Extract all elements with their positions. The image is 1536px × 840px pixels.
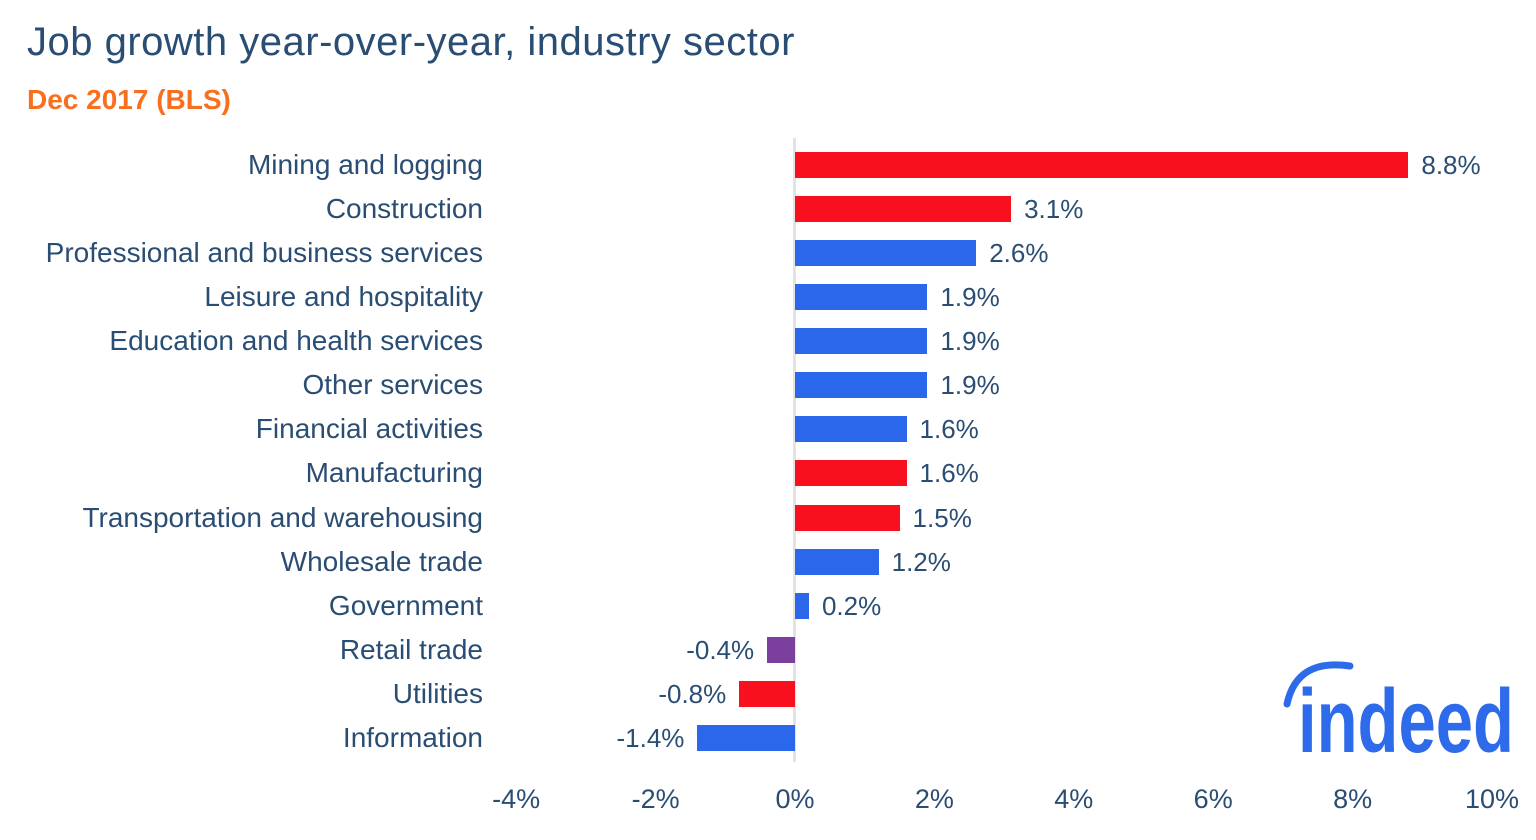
indeed-logo-arc — [1283, 661, 1354, 708]
value-label: 1.5% — [912, 502, 972, 533]
indeed-logo-text: indeed — [1298, 672, 1514, 763]
value-label: 1.2% — [891, 546, 951, 577]
value-label: 1.9% — [940, 326, 1000, 357]
category-label: Transportation and warehousing — [82, 501, 483, 533]
value-label: 0.2% — [821, 590, 882, 621]
category-label: Professional and business services — [45, 237, 483, 269]
category-label: Financial activities — [255, 413, 483, 445]
value-label: -0.8% — [658, 678, 727, 709]
value-label: 2.6% — [989, 238, 1049, 269]
x-axis-tick-label: 10% — [1464, 784, 1520, 814]
bar — [795, 504, 900, 531]
value-label: 1.9% — [940, 370, 1000, 401]
bar — [795, 548, 879, 575]
x-axis-tick-label: -4% — [492, 784, 541, 814]
x-axis-tick-label: 4% — [1054, 784, 1094, 814]
page-subtitle: Dec 2017 (BLS) — [27, 84, 231, 115]
bar — [767, 636, 795, 663]
page-title: Job growth year-over-year, industry sect… — [27, 20, 795, 64]
category-label: Government — [328, 589, 483, 621]
category-label: Information — [342, 721, 483, 753]
category-label: Manufacturing — [305, 457, 483, 489]
indeed-logo: indeed — [1282, 648, 1522, 772]
category-label: Wholesale trade — [280, 545, 483, 577]
bar — [795, 592, 809, 619]
category-label: Utilities — [392, 677, 483, 709]
zero-axis-line — [793, 138, 796, 762]
category-label: Leisure and hospitality — [204, 281, 483, 313]
value-label: 8.8% — [1421, 150, 1481, 180]
value-label: 1.6% — [919, 414, 979, 445]
category-label: Education and health services — [109, 325, 483, 357]
x-axis-tick-label: -2% — [631, 784, 680, 814]
category-label: Retail trade — [339, 633, 483, 665]
category-label: Mining and logging — [247, 149, 483, 180]
bar — [795, 152, 1409, 178]
value-label: 3.1% — [1024, 194, 1084, 225]
bar — [697, 724, 795, 751]
bar — [739, 680, 795, 707]
bar — [795, 416, 907, 443]
category-label: Other services — [302, 369, 484, 401]
x-axis-tick-label: 2% — [914, 784, 954, 814]
bar — [795, 284, 928, 311]
category-label: Construction — [325, 193, 483, 225]
x-axis-tick-label: 6% — [1193, 784, 1233, 814]
value-label: 1.9% — [940, 282, 1000, 313]
bar — [795, 240, 977, 267]
value-label: -0.4% — [686, 634, 755, 665]
bar — [795, 196, 1012, 223]
value-label: 1.6% — [919, 458, 979, 489]
x-axis-tick-label: 0% — [775, 784, 815, 814]
bar — [795, 372, 928, 399]
value-label: -1.4% — [616, 722, 685, 753]
bar — [795, 460, 907, 487]
bar — [795, 328, 928, 355]
x-axis-tick-label: 8% — [1333, 784, 1373, 814]
